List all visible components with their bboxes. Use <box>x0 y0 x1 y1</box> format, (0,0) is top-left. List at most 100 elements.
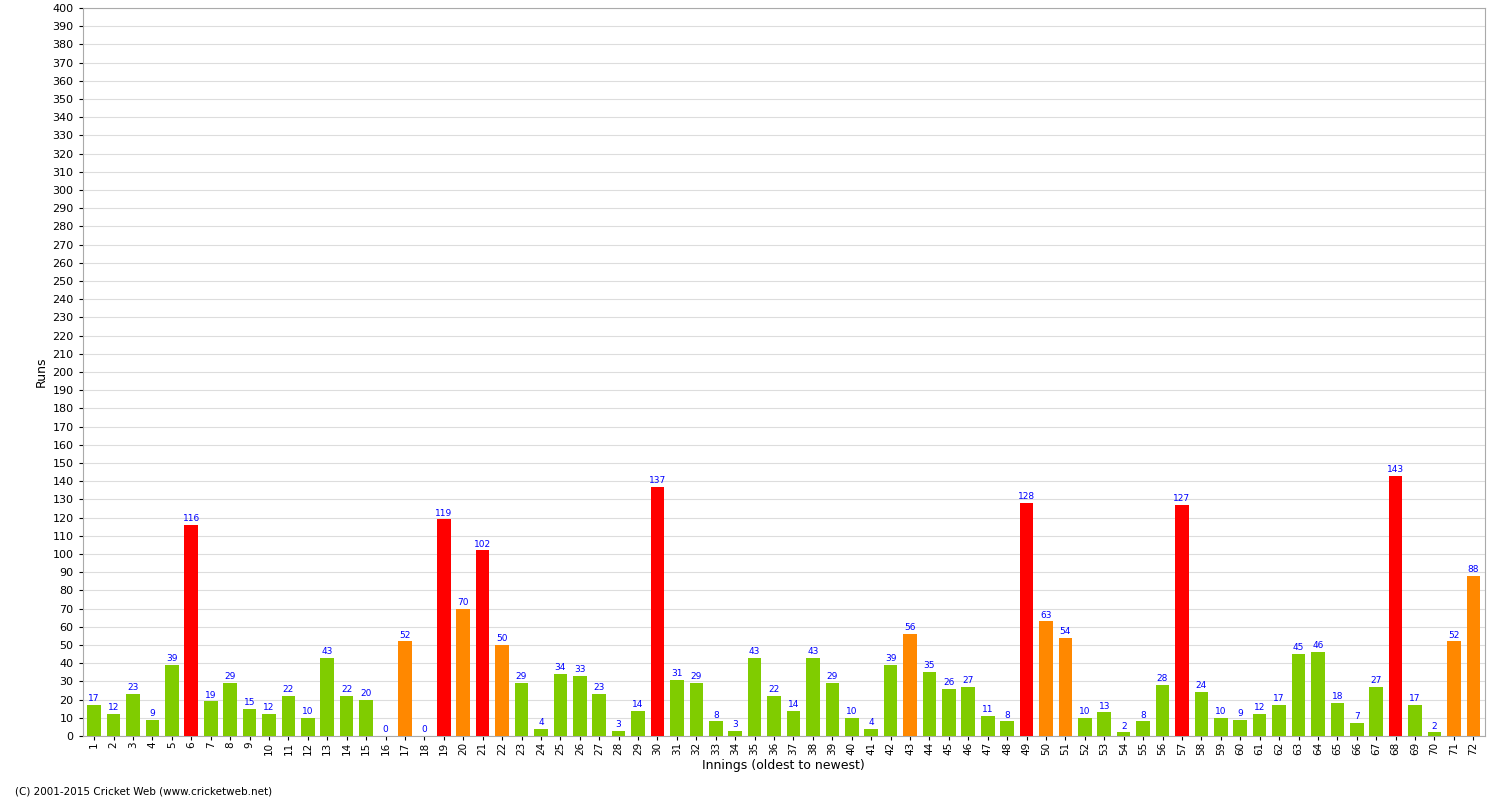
Bar <box>1059 638 1072 736</box>
Text: 27: 27 <box>1371 676 1382 685</box>
Bar <box>884 665 897 736</box>
Bar <box>456 609 470 736</box>
Bar <box>126 694 140 736</box>
Text: 29: 29 <box>225 672 236 682</box>
Text: 4: 4 <box>538 718 543 727</box>
Text: 52: 52 <box>1448 630 1460 639</box>
Bar <box>942 689 956 736</box>
Text: 7: 7 <box>1354 713 1359 722</box>
Text: 128: 128 <box>1019 492 1035 502</box>
Text: 39: 39 <box>885 654 897 663</box>
Bar <box>786 710 801 736</box>
Text: 26: 26 <box>944 678 954 687</box>
Text: 12: 12 <box>264 703 274 712</box>
Text: 50: 50 <box>496 634 508 643</box>
Bar <box>632 710 645 736</box>
Text: 8: 8 <box>1005 710 1010 720</box>
Bar <box>962 687 975 736</box>
Bar <box>1448 642 1461 736</box>
Bar <box>670 679 684 736</box>
Y-axis label: Runs: Runs <box>34 357 48 387</box>
Text: 20: 20 <box>360 689 372 698</box>
Text: 18: 18 <box>1332 693 1342 702</box>
Text: 17: 17 <box>1274 694 1286 703</box>
Text: 17: 17 <box>1410 694 1420 703</box>
Text: 11: 11 <box>982 705 993 714</box>
Text: 8: 8 <box>712 710 718 720</box>
Bar <box>748 658 762 736</box>
Text: 43: 43 <box>807 647 819 656</box>
Bar <box>922 672 936 736</box>
Bar <box>1155 685 1170 736</box>
Bar <box>1408 705 1422 736</box>
Bar <box>554 674 567 736</box>
Bar <box>243 709 256 736</box>
Text: 10: 10 <box>1215 707 1227 716</box>
Text: 34: 34 <box>555 663 566 672</box>
Text: 8: 8 <box>1140 710 1146 720</box>
Text: 127: 127 <box>1173 494 1191 503</box>
Text: (C) 2001-2015 Cricket Web (www.cricketweb.net): (C) 2001-2015 Cricket Web (www.cricketwe… <box>15 786 272 796</box>
Bar <box>573 676 586 736</box>
Bar <box>766 696 782 736</box>
Text: 119: 119 <box>435 509 453 518</box>
Text: 88: 88 <box>1467 565 1479 574</box>
X-axis label: Innings (oldest to newest): Innings (oldest to newest) <box>702 759 865 772</box>
Text: 0: 0 <box>422 725 428 734</box>
Text: 12: 12 <box>108 703 120 712</box>
Bar <box>1194 692 1208 736</box>
Bar <box>651 486 664 736</box>
Text: 3: 3 <box>732 720 738 729</box>
Bar <box>495 645 508 736</box>
Bar <box>1330 703 1344 736</box>
Text: 19: 19 <box>206 690 216 699</box>
Text: 23: 23 <box>594 683 604 692</box>
Text: 43: 43 <box>748 647 760 656</box>
Text: 33: 33 <box>574 665 585 674</box>
Bar <box>710 722 723 736</box>
Text: 22: 22 <box>284 685 294 694</box>
Bar <box>1233 720 1246 736</box>
Bar <box>1020 503 1034 736</box>
Text: 10: 10 <box>1078 707 1090 716</box>
Bar <box>360 699 374 736</box>
Bar <box>106 714 120 736</box>
Bar <box>1118 732 1131 736</box>
Bar <box>1428 732 1442 736</box>
Bar <box>690 683 703 736</box>
Bar <box>1389 476 1402 736</box>
Bar <box>1098 712 1112 736</box>
Bar <box>1040 622 1053 736</box>
Text: 4: 4 <box>868 718 874 727</box>
Text: 116: 116 <box>183 514 200 523</box>
Bar <box>825 683 839 736</box>
Bar <box>806 658 819 736</box>
Text: 45: 45 <box>1293 643 1304 652</box>
Bar <box>534 729 548 736</box>
Text: 14: 14 <box>633 700 644 709</box>
Text: 9: 9 <box>150 709 156 718</box>
Bar <box>1370 687 1383 736</box>
Bar <box>436 519 450 736</box>
Bar <box>612 730 626 736</box>
Text: 27: 27 <box>963 676 974 685</box>
Text: 0: 0 <box>382 725 388 734</box>
Text: 17: 17 <box>88 694 101 703</box>
Bar <box>224 683 237 736</box>
Text: 31: 31 <box>670 669 682 678</box>
Bar <box>302 718 315 736</box>
Text: 3: 3 <box>616 720 621 729</box>
Bar <box>1137 722 1150 736</box>
Bar <box>1467 576 1480 736</box>
Text: 10: 10 <box>846 707 858 716</box>
Text: 22: 22 <box>768 685 780 694</box>
Bar <box>729 730 742 736</box>
Text: 2: 2 <box>1120 722 1126 730</box>
Bar <box>1311 652 1324 736</box>
Text: 29: 29 <box>690 672 702 682</box>
Bar <box>1272 705 1286 736</box>
Text: 35: 35 <box>924 662 934 670</box>
Text: 12: 12 <box>1254 703 1266 712</box>
Text: 23: 23 <box>128 683 138 692</box>
Text: 14: 14 <box>788 700 800 709</box>
